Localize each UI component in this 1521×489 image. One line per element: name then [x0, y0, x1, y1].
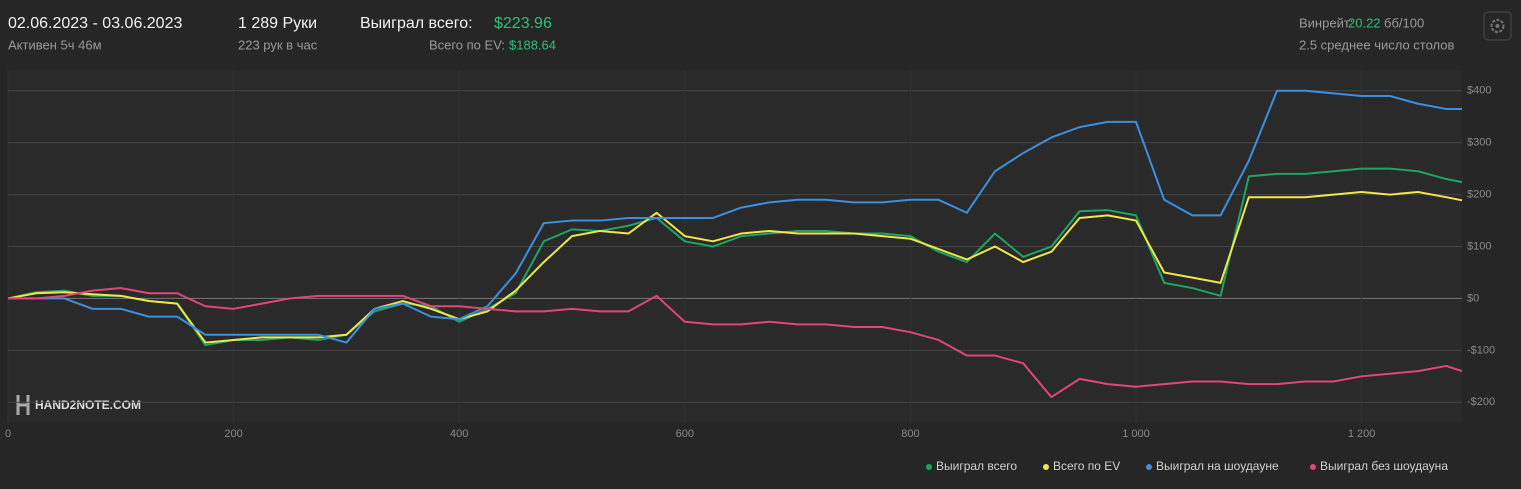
y-tick-label: -$100 [1467, 344, 1495, 356]
legend-label: Выиграл на шоудауне [1156, 459, 1279, 473]
series-line [8, 89, 1462, 344]
legend-label: Всего по EV [1053, 459, 1120, 473]
settings-icon[interactable] [1490, 19, 1505, 33]
x-tick-label: 200 [224, 428, 242, 440]
watermark-logo [16, 395, 30, 415]
legend-marker [926, 464, 932, 470]
date-range: 02.06.2023 - 03.06.2023 [8, 15, 182, 32]
y-tick-label: $200 [1467, 189, 1491, 201]
won-total: $223.96 [494, 15, 552, 32]
watermark: HAND2NOTE.COM [16, 395, 141, 415]
won-total-label: Выиграл всего: [360, 15, 473, 32]
hands: 1 289 Руки [238, 15, 317, 32]
y-tick-label: $0 [1467, 292, 1479, 304]
ev: $188.64 [509, 37, 556, 52]
legend-marker [1043, 464, 1049, 470]
series-line [8, 287, 1463, 399]
legend-marker [1146, 464, 1152, 470]
settings-frame[interactable] [1483, 11, 1512, 41]
x-tick-label: 0 [5, 428, 11, 440]
y-tick-label: $300 [1467, 137, 1491, 149]
settings-icon-center[interactable] [1495, 24, 1500, 28]
plot-area [8, 70, 1462, 422]
y-tick-label: $400 [1467, 85, 1491, 97]
ev-label: Всего по EV: [429, 37, 505, 52]
x-tick-label: 400 [450, 428, 468, 440]
winrate: 20.22 [1348, 15, 1381, 30]
tables: 2.5 среднее число столов [1299, 37, 1455, 52]
legend-marker [1310, 464, 1316, 470]
x-tick-label: 1 000 [1122, 428, 1150, 440]
x-tick-label: 1 200 [1348, 428, 1376, 440]
watermark-text: HAND2NOTE.COM [35, 398, 141, 412]
x-tick-label: 800 [901, 428, 919, 440]
legend-label: Выиграл всего [936, 459, 1017, 473]
hands-per-hour: 223 рук в час [238, 37, 318, 52]
winrate-label: Винрейт: [1299, 15, 1353, 30]
settings-button[interactable] [1483, 11, 1512, 41]
legend-label: Выиграл без шоудауна [1320, 459, 1448, 473]
series-line [7, 191, 1463, 344]
active-time: Активен 5ч 46м [8, 37, 102, 52]
y-tick-label: -$200 [1467, 396, 1495, 408]
y-tick-label: $100 [1467, 240, 1491, 252]
winrate-unit: бб/100 [1384, 15, 1424, 30]
x-tick-label: 600 [676, 428, 694, 440]
